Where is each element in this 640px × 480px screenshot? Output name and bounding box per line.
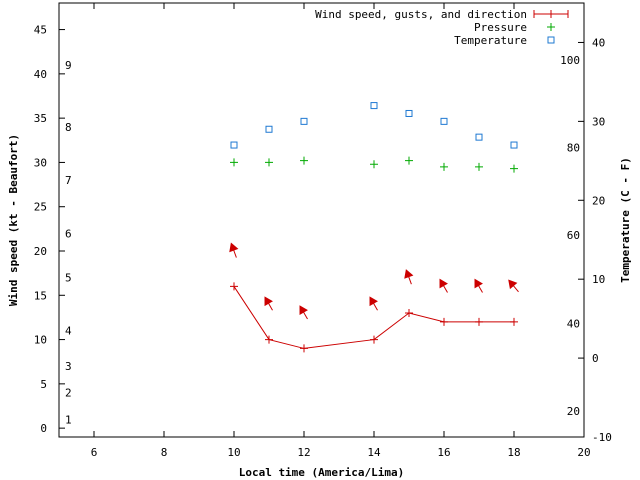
x-tick-label: 20: [577, 446, 590, 459]
beaufort-label: 8: [65, 121, 72, 134]
y2-tick-label: 30: [592, 115, 605, 128]
legend-label: Wind speed, gusts, and direction: [315, 8, 527, 21]
legend-label: Pressure: [474, 21, 527, 34]
wind-direction-arrow: [369, 296, 378, 311]
pressure-point: [510, 164, 518, 173]
wind-arrow-head: [299, 305, 308, 315]
y2-axis-label: Temperature (C - F): [619, 157, 632, 283]
wind-line: [233, 286, 514, 349]
wind-point: [230, 282, 238, 291]
beaufort-label: 9: [65, 59, 72, 72]
wind-arrow-head: [369, 296, 378, 307]
x-tick-label: 10: [227, 446, 240, 459]
y-tick-label: 30: [34, 156, 47, 169]
legend-label: Temperature: [454, 34, 527, 47]
x-tick-label: 12: [297, 446, 310, 459]
wind-direction-arrow: [264, 296, 273, 311]
x-tick-label: 6: [91, 446, 98, 459]
temperature-point: [230, 141, 238, 149]
legend-wind-caps: [533, 10, 569, 18]
fahrenheit-label: 100: [560, 54, 580, 67]
legend-wind-marker: [547, 10, 555, 18]
temperature-point: [265, 125, 273, 133]
temperature-point: [510, 141, 518, 149]
wind-direction-arrow: [299, 305, 308, 320]
wind-point: [300, 344, 308, 353]
y-axis-label: Wind speed (kt - Beaufort): [7, 134, 20, 306]
y2-tick-label: 10: [592, 273, 605, 286]
wind-point: [510, 317, 518, 326]
wind-arrow-head: [474, 278, 483, 289]
wind-point: [370, 335, 378, 344]
legend: Wind speed, gusts, and directionPressure…: [315, 8, 569, 47]
pressure-point: [300, 156, 308, 165]
wind-direction-arrow: [474, 278, 483, 293]
legend-temperature-marker: [547, 36, 555, 44]
wind-direction-arrow: [229, 242, 239, 258]
pressure-point: [265, 158, 273, 167]
pressure-point: [405, 156, 413, 165]
y2-tick-label: -10: [592, 431, 612, 444]
wind-series: [229, 242, 519, 353]
fahrenheit-label: 40: [567, 317, 580, 330]
temperature-point: [300, 117, 308, 125]
wind-point: [475, 317, 483, 326]
beaufort-label: 7: [65, 174, 72, 187]
plot-area-frame: [58, 2, 585, 438]
wind-direction-arrow: [439, 278, 448, 293]
fahrenheit-label: 60: [567, 229, 580, 242]
beaufort-label: 2: [65, 387, 72, 400]
temperature-point: [405, 109, 413, 117]
x-tick-label: 14: [367, 446, 381, 459]
y-tick-label: 5: [40, 378, 47, 391]
fahrenheit-label: 20: [567, 405, 580, 418]
wind-arrow-head: [264, 296, 273, 307]
y-tick-label: 0: [40, 422, 47, 435]
x-tick-label: 16: [437, 446, 450, 459]
wind-direction-arrow: [404, 269, 414, 285]
beaufort-label: 3: [65, 360, 72, 373]
wind-arrow-head: [404, 269, 414, 279]
wind-point: [440, 317, 448, 326]
wind-arrow-head: [229, 242, 239, 253]
y2-tick-label: 40: [592, 36, 605, 49]
beaufort-label: 6: [65, 227, 72, 240]
temperature-point: [440, 117, 448, 125]
x-axis-label: Local time (America/Lima): [239, 466, 405, 479]
temperature-series: [230, 102, 518, 149]
pressure-point: [230, 158, 238, 167]
x-tick-label: 18: [507, 446, 520, 459]
y-tick-label: 10: [34, 334, 47, 347]
temperature-point: [475, 133, 483, 141]
beaufort-label: 5: [65, 272, 72, 285]
wind-arrow-head: [508, 279, 518, 290]
y-tick-label: 25: [34, 201, 47, 214]
x-tick-label: 8: [161, 446, 168, 459]
y-tick-label: 20: [34, 245, 47, 258]
wind-direction-arrow: [508, 279, 519, 293]
beaufort-label: 1: [65, 413, 72, 426]
pressure-point: [440, 162, 448, 171]
y2-tick-label: 20: [592, 194, 605, 207]
y-tick-label: 35: [34, 112, 47, 125]
y-tick-label: 15: [34, 289, 47, 302]
legend-pressure-marker: [547, 23, 555, 31]
wind-arrow-head: [439, 278, 448, 289]
pressure-series: [230, 156, 518, 173]
wind-point: [405, 309, 413, 317]
y2-tick-label: 0: [592, 352, 599, 365]
pressure-point: [475, 162, 483, 171]
temperature-point: [370, 102, 378, 110]
pressure-point: [370, 160, 378, 169]
beaufort-label: 4: [65, 325, 72, 338]
fahrenheit-label: 80: [567, 141, 580, 154]
y-tick-label: 45: [34, 24, 47, 37]
wind-point: [265, 335, 273, 344]
y-tick-label: 40: [34, 68, 47, 81]
